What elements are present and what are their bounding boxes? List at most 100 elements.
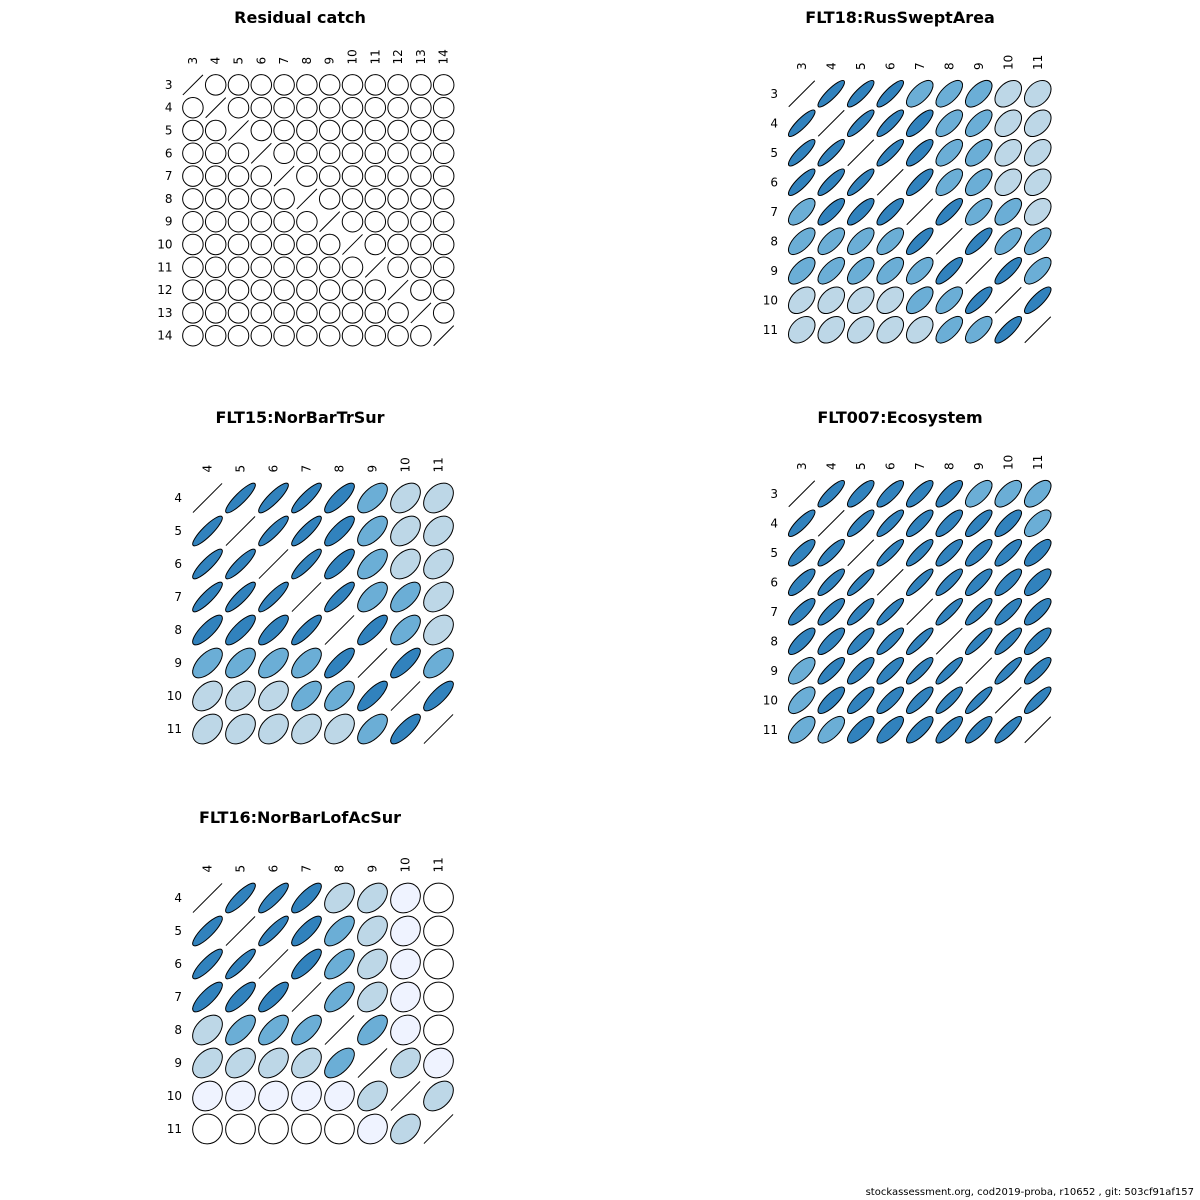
correlation-ellipse bbox=[964, 597, 993, 626]
correlation-ellipse bbox=[432, 233, 455, 256]
correlation-ellipse bbox=[227, 302, 250, 324]
correlation-ellipse bbox=[318, 74, 341, 96]
correlation-ellipse bbox=[318, 142, 341, 165]
correlation-ellipse bbox=[994, 256, 1023, 285]
correlation-ellipse bbox=[225, 581, 256, 613]
correlation-ellipse bbox=[846, 315, 875, 344]
correlation-ellipse bbox=[423, 948, 454, 980]
correlation-ellipse bbox=[364, 165, 387, 187]
correlation-ellipse bbox=[905, 315, 934, 344]
correlation-ellipse bbox=[250, 256, 273, 279]
correlation-ellipse bbox=[258, 1047, 289, 1079]
correlation-ellipse bbox=[296, 165, 318, 187]
correlation-ellipse bbox=[994, 227, 1023, 256]
correlation-ellipse bbox=[296, 302, 318, 324]
correlation-ellipse bbox=[935, 315, 964, 344]
correlation-ellipse bbox=[357, 614, 388, 646]
correlation-ellipse bbox=[182, 119, 204, 142]
correlation-ellipse bbox=[410, 210, 432, 233]
correlation-ellipse bbox=[192, 713, 223, 745]
correlation-ellipse bbox=[273, 256, 295, 279]
correlation-ellipse bbox=[227, 96, 250, 119]
correlation-ellipse bbox=[341, 165, 364, 187]
panel-2: FLT18:RusSweptArea 3 3 4 4 5 5 6 6 7 7 8 8 9 9 10 10 11 11 bbox=[763, 8, 1052, 344]
correlation-ellipse bbox=[291, 614, 322, 646]
correlation-ellipse bbox=[1023, 509, 1052, 538]
correlation-ellipse bbox=[410, 96, 432, 119]
correlation-ellipse bbox=[225, 1080, 256, 1112]
correlation-ellipse bbox=[432, 188, 455, 210]
correlation-ellipse bbox=[390, 882, 421, 914]
correlation-ellipse bbox=[324, 482, 355, 514]
correlation-ellipse bbox=[432, 302, 455, 324]
correlation-ellipse bbox=[1023, 568, 1052, 597]
row-label: 5 bbox=[174, 524, 182, 538]
panel-3: FLT15:NorBarTrSur 4 4 5 5 6 6 7 7 8 8 9 9 10 10 11 11 bbox=[167, 408, 454, 745]
row-label: 7 bbox=[770, 205, 778, 219]
row-label: 13 bbox=[157, 306, 172, 320]
row-label: 5 bbox=[770, 546, 778, 560]
correlation-ellipse bbox=[817, 138, 846, 167]
correlation-ellipse bbox=[935, 256, 964, 285]
column-label: 13 bbox=[414, 49, 428, 64]
correlation-ellipse bbox=[204, 119, 227, 142]
correlation-ellipse bbox=[227, 188, 250, 210]
row-label: 4 bbox=[770, 116, 778, 130]
correlation-ellipse bbox=[192, 647, 223, 679]
correlation-ellipse bbox=[787, 286, 816, 315]
correlation-ellipse bbox=[364, 142, 387, 165]
correlation-ellipse bbox=[817, 538, 846, 567]
correlation-ellipse bbox=[387, 119, 409, 142]
correlation-ellipse bbox=[364, 233, 387, 256]
correlation-ellipse bbox=[364, 324, 387, 347]
correlation-ellipse bbox=[357, 1014, 388, 1046]
correlation-ellipse bbox=[964, 109, 993, 138]
diagonal-line bbox=[876, 168, 904, 196]
correlation-ellipse bbox=[250, 96, 273, 119]
correlation-ellipse bbox=[390, 614, 421, 646]
correlation-ellipse bbox=[935, 597, 964, 626]
correlation-ellipse bbox=[250, 188, 273, 210]
correlation-ellipse bbox=[182, 279, 204, 301]
correlation-ellipse bbox=[258, 482, 289, 514]
correlation-ellipse bbox=[273, 233, 295, 256]
correlation-ellipse bbox=[225, 647, 256, 679]
row-label: 3 bbox=[770, 87, 778, 101]
correlation-ellipse bbox=[273, 302, 295, 324]
correlation-ellipse bbox=[410, 279, 432, 301]
correlation-ellipse bbox=[390, 948, 421, 980]
diagonal-line bbox=[296, 188, 318, 210]
column-label: 5 bbox=[232, 57, 246, 65]
correlation-ellipse bbox=[225, 981, 256, 1013]
correlation-ellipse bbox=[905, 227, 934, 256]
correlation-ellipse bbox=[364, 119, 387, 142]
correlation-ellipse bbox=[1023, 109, 1052, 138]
correlation-ellipse bbox=[876, 315, 905, 344]
column-label: 5 bbox=[854, 462, 868, 470]
row-label: 6 bbox=[174, 557, 182, 571]
correlation-ellipse bbox=[227, 256, 250, 279]
correlation-ellipse bbox=[964, 568, 993, 597]
correlation-ellipse bbox=[1023, 168, 1052, 197]
diagonal-line bbox=[324, 615, 355, 645]
row-label: 8 bbox=[770, 234, 778, 248]
correlation-ellipse bbox=[787, 538, 816, 567]
row-label: 4 bbox=[165, 101, 173, 115]
correlation-ellipse bbox=[1023, 256, 1052, 285]
correlation-ellipse bbox=[423, 581, 454, 613]
row-label: 9 bbox=[770, 664, 778, 678]
correlation-ellipse bbox=[846, 656, 875, 685]
correlation-ellipse bbox=[258, 581, 289, 613]
correlation-ellipse bbox=[787, 315, 816, 344]
column-label: 9 bbox=[972, 62, 986, 70]
diagonal-line bbox=[965, 657, 993, 685]
correlation-ellipse bbox=[291, 713, 322, 745]
diagonal-line bbox=[423, 714, 454, 744]
column-label: 11 bbox=[368, 49, 382, 64]
correlation-ellipse bbox=[291, 1047, 322, 1079]
correlation-ellipse bbox=[324, 981, 355, 1013]
column-label: 6 bbox=[267, 865, 281, 873]
correlation-ellipse bbox=[994, 627, 1023, 656]
correlation-ellipse bbox=[318, 96, 341, 119]
